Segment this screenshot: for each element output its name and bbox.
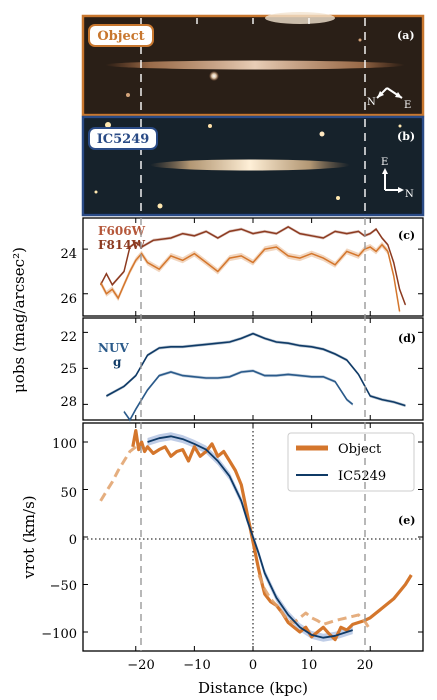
e-ytick-m100: −100 (41, 627, 77, 642)
panel-a-badge-label: Object (97, 29, 144, 44)
plot-d-label-nuv: NUV (98, 341, 129, 355)
d-ytick-28: 28 (60, 395, 77, 410)
panel-b-badge (88, 127, 158, 150)
plot-e: (e) Object IC5249 100 50 0 −50 −100 (41, 422, 424, 652)
panel-b-star (157, 203, 163, 209)
d-ytick-25: 25 (60, 362, 77, 377)
panel-a-top-glow (265, 12, 335, 24)
plot-e-lines (99, 429, 413, 642)
series-object-extension-right (257, 574, 372, 631)
panel-a-image: Object (a) N E (81, 12, 425, 117)
plot-d: (d) NUV g 22 25 28 (60, 317, 424, 422)
plot-d-ticks (83, 318, 423, 420)
panel-b-star (94, 190, 98, 194)
plot-c: (c) F606W F814W 24 26 (60, 217, 424, 317)
legend-label-object: Object (338, 442, 382, 457)
e-ytick-m50: −50 (50, 579, 77, 594)
panel-a-badge (88, 24, 154, 47)
band-nuv (106, 332, 406, 408)
c-ytick-26: 26 (60, 292, 77, 307)
compass-b: E N (381, 157, 414, 200)
e-ytick-0: 0 (69, 533, 77, 548)
plot-c-label-f606w: F606W (98, 224, 146, 238)
plot-c-ticks (83, 218, 423, 316)
series-f814w (99, 243, 401, 312)
xtick-0: 0 (249, 658, 257, 673)
panel-a-star (358, 38, 362, 42)
panel-b-image: IC5249 (b) E N (81, 115, 425, 217)
xtick-m10: −10 (183, 658, 210, 673)
panel-b-star (398, 124, 402, 128)
band-f814w (100, 241, 400, 315)
series-f606w (99, 226, 407, 306)
e-ytick-100: 100 (52, 437, 77, 452)
panel-a-galaxy (105, 60, 405, 70)
e-ytick-50: 50 (60, 486, 77, 501)
x-axis-label: Distance (kpc) (198, 679, 308, 697)
compass-a-east: E (404, 100, 411, 111)
series-nuv (106, 332, 406, 407)
series-ic5249 (147, 435, 353, 639)
compass-a: N E (367, 87, 411, 111)
panel-a-star (126, 93, 130, 97)
compass-a-north: N (367, 97, 376, 108)
plot-e-tag: (e) (398, 514, 415, 527)
legend-label-ic5249: IC5249 (338, 469, 386, 484)
panel-b-galaxy (150, 159, 350, 171)
series-object (131, 429, 413, 642)
panel-b-badge-label: IC5249 (97, 132, 150, 147)
plot-c-label-f814w: F814W (98, 238, 146, 252)
y-axis-label-mu: μobs (mag/arcsec²) (10, 247, 28, 393)
panel-b-star (336, 196, 340, 200)
plot-c-tag: (c) (398, 229, 415, 242)
compass-b-east: E (381, 157, 388, 168)
series-g (123, 369, 354, 422)
plot-d-bands (106, 332, 406, 422)
panel-b-star (319, 131, 325, 137)
compass-b-north: N (405, 189, 414, 200)
panel-a-tag: (a) (397, 29, 415, 42)
plot-e-ticks (83, 423, 423, 651)
plot-d-lines (106, 332, 406, 422)
plot-d-label-g: g (113, 355, 122, 369)
c-ytick-24: 24 (60, 247, 77, 262)
xtick-20: 20 (357, 658, 374, 673)
legend: Object IC5249 (287, 432, 415, 492)
d-ytick-22: 22 (60, 330, 77, 345)
plot-d-tag: (d) (398, 332, 416, 345)
xtick-10: 10 (301, 658, 318, 673)
panel-b-star (208, 124, 212, 128)
plot-c-bands (100, 225, 406, 315)
plot-c-lines (99, 226, 407, 312)
xtick-m20: −20 (127, 658, 154, 673)
panel-a-star (209, 71, 219, 81)
series-object-extension (99, 445, 137, 502)
panel-b-tag: (b) (397, 130, 415, 143)
y-axis-label-vrot: vrot (km/s) (20, 495, 38, 579)
panel-b-star (105, 122, 111, 128)
